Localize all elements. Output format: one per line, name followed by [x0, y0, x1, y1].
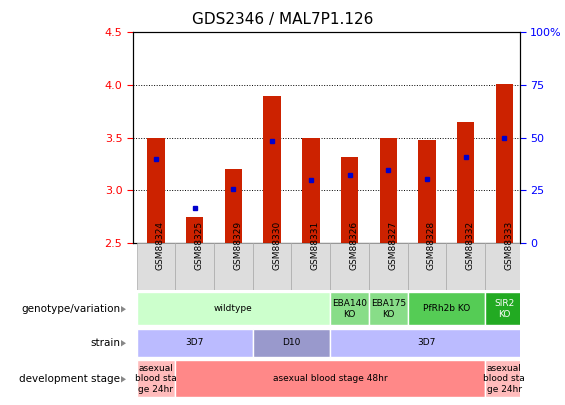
Polygon shape	[121, 376, 126, 383]
Bar	[175, 360, 485, 397]
Text: GDS2346 / MAL7P1.126: GDS2346 / MAL7P1.126	[192, 12, 373, 27]
Text: genotype/variation: genotype/variation	[21, 304, 120, 314]
Text: EBA140
KO: EBA140 KO	[332, 299, 367, 318]
Bar	[137, 328, 253, 357]
Bar	[214, 243, 253, 290]
Text: GSM88328: GSM88328	[427, 221, 436, 270]
Text: strain: strain	[90, 338, 120, 348]
Text: GSM88330: GSM88330	[272, 221, 281, 270]
Bar	[147, 138, 165, 243]
Text: development stage: development stage	[19, 374, 120, 384]
Bar	[137, 243, 175, 290]
Bar	[369, 243, 407, 290]
Text: SIR2
KO: SIR2 KO	[494, 299, 515, 318]
Text: wildtype: wildtype	[214, 304, 253, 313]
Bar	[407, 292, 485, 325]
Text: asexual
blood sta
ge 24hr: asexual blood sta ge 24hr	[484, 364, 525, 394]
Bar	[137, 360, 175, 397]
Bar	[330, 328, 524, 357]
Text: asexual
blood sta
ge 24hr: asexual blood sta ge 24hr	[135, 364, 177, 394]
Bar	[446, 243, 485, 290]
Bar	[253, 328, 330, 357]
Bar	[485, 243, 524, 290]
Text: GSM88329: GSM88329	[233, 221, 242, 270]
Text: 3D7: 3D7	[418, 338, 436, 347]
Text: PfRh2b KO: PfRh2b KO	[423, 304, 470, 313]
Bar	[175, 243, 214, 290]
Bar	[485, 360, 524, 397]
Bar	[369, 292, 407, 325]
Bar	[186, 217, 203, 243]
Text: GSM88326: GSM88326	[350, 221, 359, 270]
Bar	[407, 243, 446, 290]
Text: GSM88324: GSM88324	[156, 221, 165, 270]
Bar	[225, 169, 242, 243]
Text: GSM88331: GSM88331	[311, 221, 320, 270]
Polygon shape	[121, 340, 126, 347]
Bar	[330, 243, 369, 290]
Polygon shape	[121, 306, 126, 313]
Bar	[330, 292, 369, 325]
Text: D10: D10	[282, 338, 301, 347]
Bar	[263, 96, 281, 243]
Bar	[137, 292, 330, 325]
Bar	[253, 243, 292, 290]
Bar	[418, 140, 436, 243]
Bar	[292, 243, 330, 290]
Text: GSM88325: GSM88325	[195, 221, 204, 270]
Text: asexual blood stage 48hr: asexual blood stage 48hr	[273, 374, 388, 384]
Text: GSM88333: GSM88333	[505, 221, 514, 270]
Bar	[485, 292, 524, 325]
Text: GSM88327: GSM88327	[388, 221, 397, 270]
Text: GSM88332: GSM88332	[466, 221, 475, 270]
Bar	[341, 157, 358, 243]
Text: 3D7: 3D7	[185, 338, 204, 347]
Bar	[457, 122, 475, 243]
Bar	[496, 84, 513, 243]
Text: EBA175
KO: EBA175 KO	[371, 299, 406, 318]
Bar	[302, 138, 320, 243]
Bar	[380, 138, 397, 243]
